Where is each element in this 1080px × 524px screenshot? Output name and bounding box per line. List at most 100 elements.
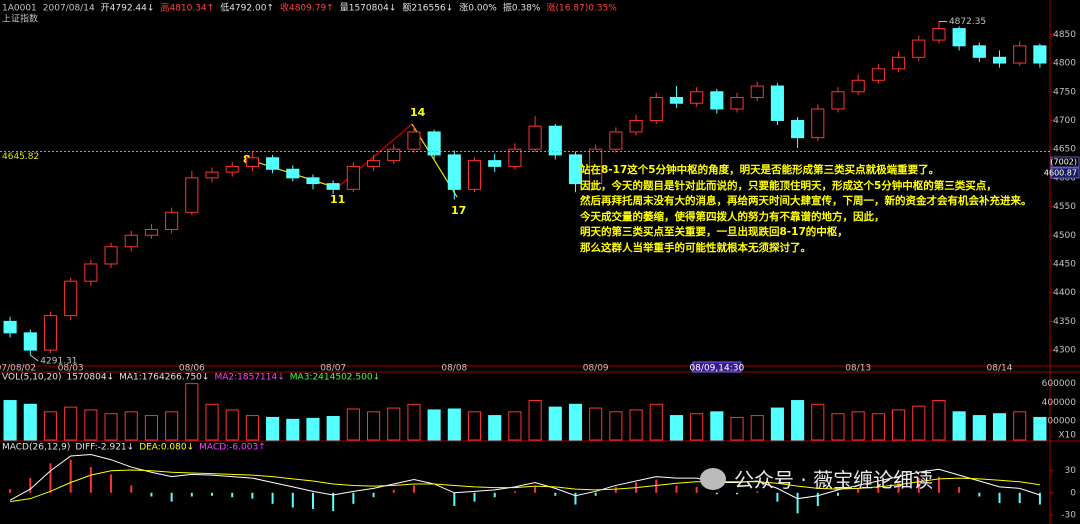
note-line: 今天成交量的萎缩，使得第四拨人的努力有不靠谱的地方，因此， [580,210,885,223]
candle-body [266,157,280,170]
candle-body [851,79,865,93]
volume-bar [407,403,421,441]
header-item: 涨0.00% [459,3,497,14]
header-item: 涨(16.87)0.35% [546,3,617,14]
y-tick-label: 4400 [1053,288,1076,298]
volume-bar [387,407,401,441]
x-tick-label: 2007/08/02 [0,364,36,374]
candle-body [165,211,179,231]
x-label-highlight [692,361,742,373]
high-label: 4872.35 [949,17,986,27]
volume-bar [447,408,461,441]
volume-bar [144,415,158,441]
y-tick-label: 600000 [1042,379,1077,389]
volume-bar [669,415,684,441]
candle-body [972,45,986,58]
candle-body [286,168,300,179]
volume-bar [124,411,138,441]
legend-item: MA3:2414502.500↓ [290,373,380,383]
volume-bar [84,409,98,441]
y-tick-label: 400000 [1042,398,1077,408]
y-tick-label: 200000 [1042,417,1077,427]
ref-label: 4645.82 [2,152,39,162]
volume-bar [871,413,885,441]
legend-item: MACD(26,12,9) [2,443,70,453]
candle-body [589,148,603,185]
candle-body [710,91,724,110]
side-label: (7002) [1050,158,1077,167]
candle-body [367,160,381,167]
volume-bar [710,411,724,441]
candle-body [245,157,259,167]
wave-label: 14 [410,106,426,119]
legend-item: DIFF:-2.921↓ [75,443,134,453]
volume-bar [346,408,360,441]
candle-body [952,28,966,47]
volume-bar [730,416,744,441]
candle-body [932,28,946,41]
candle-body [669,96,684,104]
volume-bar [1013,411,1027,441]
volume-bar [306,417,320,441]
volume-bar [952,411,966,441]
x-tick-label: 08/09 [583,364,609,374]
x-tick-label: 08/13 [845,364,871,374]
volume-bar [831,413,845,441]
volume-bar [326,416,340,441]
volume-bar [690,413,704,441]
legend-item: MA2:1857114↓ [214,373,284,383]
volume-bar [104,413,118,441]
x-tick-label: 08/09,14:30 [689,364,744,374]
volume-bar [488,415,502,441]
wave-label: 17 [451,204,466,217]
volume-bar [649,403,663,441]
volume-bar [367,411,381,441]
volume-bar [286,418,300,441]
candle-body [64,280,78,317]
volume-bar [185,383,199,441]
chart-title: 上证指数 [2,13,38,25]
header-item: 开4792.44↓ [101,3,155,14]
volume-bar [64,406,78,441]
header-item: 收4809.79↑ [280,2,334,14]
volume-bar [43,411,58,441]
y-tick-label: 30 [1065,466,1077,476]
candle-body [23,332,37,351]
low-label: 4291.31 [40,357,77,367]
volume-bar [851,411,865,441]
volume-bar [165,411,179,441]
volume-bar [912,405,926,441]
note-line: 明天的第三类买点至关重要，一旦出现跌回8-17的中枢， [580,226,848,238]
candle-body [770,85,784,121]
candle-body [528,125,542,150]
watermark: 公众号 · 薇宝缠论细读 [700,464,933,493]
candle-body [568,154,583,185]
legend-item: VOL(5,10,20) [2,373,61,383]
low-pointer [29,354,39,362]
header-item: 振0.38% [503,2,541,14]
x-tick-label: 08/14 [987,364,1013,374]
candle-body [831,91,845,110]
volume-bar [548,406,562,441]
candle-body [104,246,118,265]
volume-bar [629,409,643,441]
side-box [1050,156,1080,168]
candle-body [750,85,764,98]
volume-bar [266,416,280,441]
volume-bar [791,400,805,441]
candle-body [609,131,623,150]
candle-body [992,56,1007,64]
candle-body [407,131,421,150]
candle-body [629,119,643,133]
candle-body [467,160,482,190]
volume-bar [23,403,37,441]
candle-body [791,119,805,139]
candle-body [649,96,663,121]
note-line: 然后再拜托周末没有大的消息，再给两天时间大肆宣传，下周一，新的资金才会有机会补充… [580,195,1032,207]
volume-bar [467,411,482,441]
candle-body [84,263,98,282]
volume-bar [508,411,522,441]
header-item: 高4810.34↑ [160,2,214,14]
